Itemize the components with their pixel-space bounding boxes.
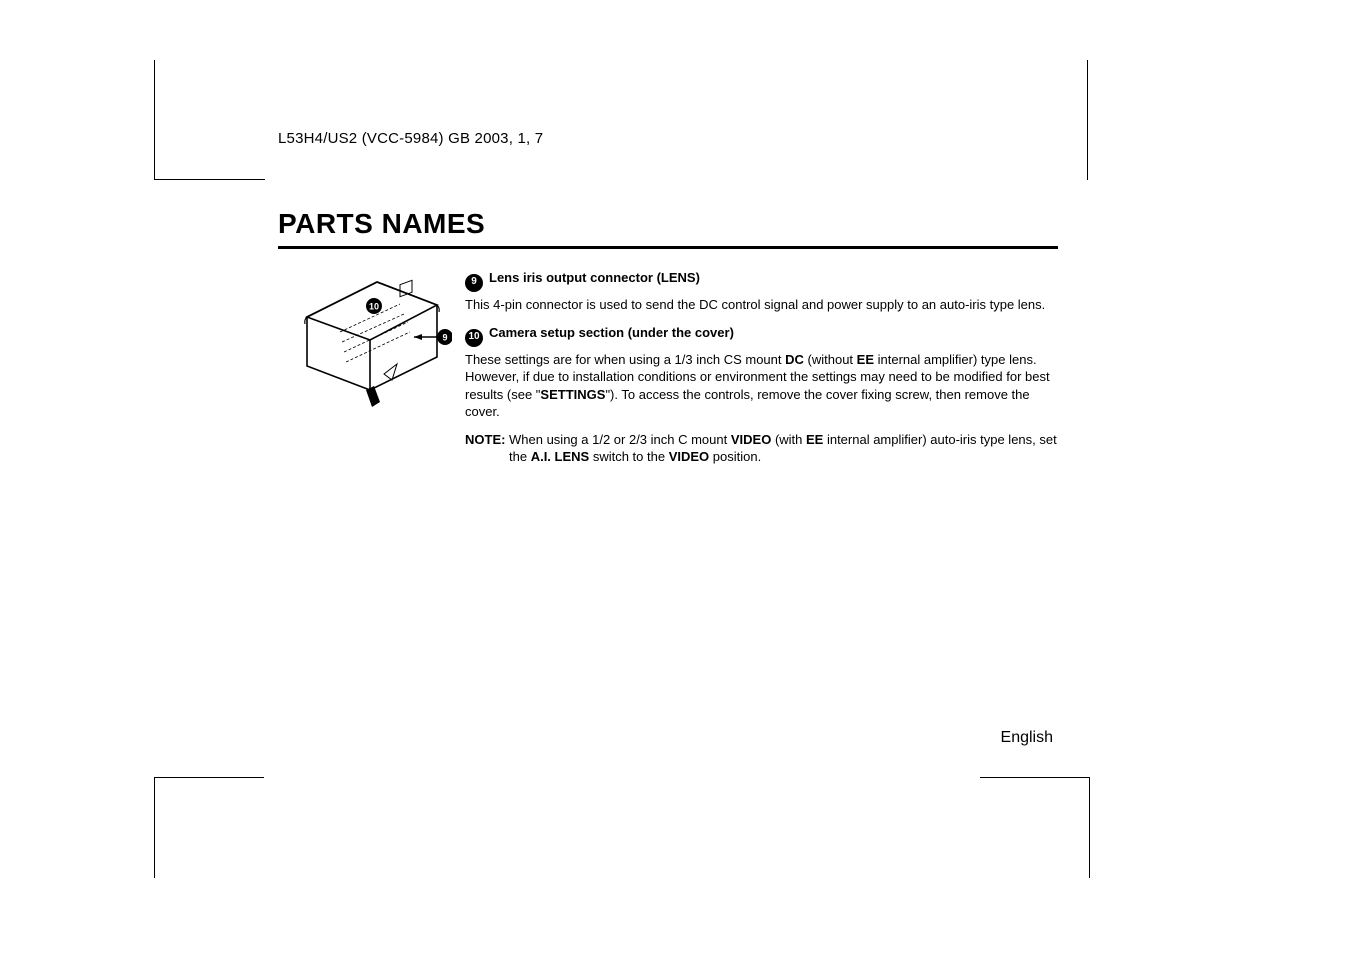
- item-10-heading: 10 Camera setup section (under the cover): [465, 324, 1058, 347]
- crop-mark: [1087, 60, 1090, 180]
- crop-mark: [154, 777, 264, 778]
- item-9-body: This 4-pin connector is used to send the…: [465, 296, 1058, 314]
- note-body: When using a 1/2 or 2/3 inch C mount VID…: [509, 431, 1058, 466]
- svg-text:10: 10: [369, 302, 379, 312]
- document-id: L53H4/US2 (VCC-5984) GB 2003, 1, 7: [278, 130, 543, 147]
- language-label: English: [1001, 729, 1053, 747]
- manual-page: L53H4/US2 (VCC-5984) GB 2003, 1, 7 PARTS…: [0, 0, 1351, 954]
- crop-mark: [154, 60, 265, 180]
- bullet-9-icon: 9: [465, 274, 483, 292]
- item-9-title: Lens iris output connector (LENS): [489, 270, 700, 285]
- heading-rule: [278, 246, 1058, 249]
- crop-mark: [980, 777, 1090, 778]
- item-10-body: These settings are for when using a 1/3 …: [465, 351, 1058, 421]
- svg-text:9: 9: [442, 333, 447, 343]
- parts-description: 9 Lens iris output connector (LENS) This …: [465, 269, 1058, 466]
- camera-diagram: 10 9: [292, 262, 452, 412]
- item-9-heading: 9 Lens iris output connector (LENS): [465, 269, 1058, 292]
- section-heading: PARTS NAMES: [278, 208, 1058, 240]
- note: NOTE: When using a 1/2 or 2/3 inch C mou…: [465, 431, 1058, 466]
- section-heading-block: PARTS NAMES: [278, 208, 1058, 249]
- item-10-title: Camera setup section (under the cover): [489, 325, 734, 340]
- bullet-10-icon: 10: [465, 329, 483, 347]
- note-label: NOTE:: [465, 431, 509, 466]
